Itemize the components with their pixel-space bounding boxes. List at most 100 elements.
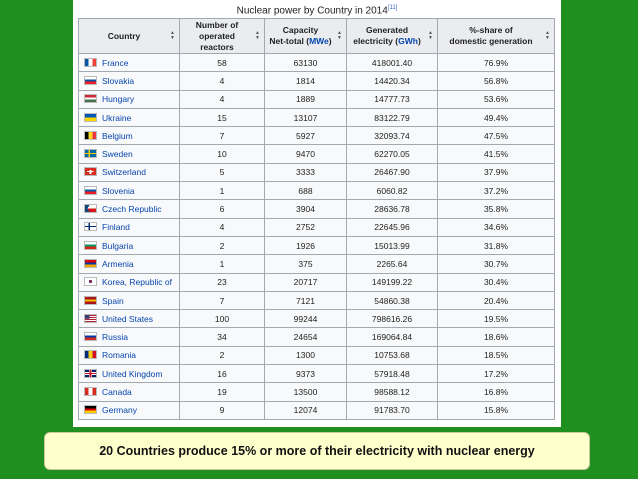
country-link[interactable]: United States: [102, 313, 154, 324]
country-link[interactable]: Germany: [102, 405, 137, 416]
share-cell: 18.5%: [437, 345, 555, 366]
table-row: Belgium 7 5927 32093.74 47.5%: [78, 126, 555, 146]
table-header: Country ▲ ▼ Number of operated reactors ▲ ▼ Cap…: [78, 18, 555, 54]
country-link[interactable]: France: [102, 57, 129, 68]
country-link[interactable]: Armenia: [102, 258, 134, 269]
country-link[interactable]: Switzerland: [102, 167, 146, 178]
country-link[interactable]: Slovenia: [102, 185, 135, 196]
generated-cell: 54860.38: [346, 290, 438, 311]
header-unit-link[interactable]: MWe: [309, 36, 329, 46]
capacity-cell: 3904: [264, 199, 347, 219]
table-body: France 58 63130 418001.40 76.9% Slovakia 4 1814…: [78, 52, 555, 420]
sort-icon[interactable]: ▲ ▼: [428, 30, 433, 41]
share-cell: 34.6%: [437, 217, 555, 237]
table-row: Armenia 1 375 2265.64 30.7%: [78, 254, 555, 274]
table-row: Czech Republic 6 3904 28636.78 35.8%: [78, 199, 555, 219]
capacity-cell: 13500: [264, 382, 347, 402]
table-row: Slovenia 1 688 6060.82 37.2%: [78, 181, 555, 201]
capacity-cell: 20717: [264, 272, 347, 292]
share-cell: 31.8%: [437, 235, 555, 256]
flag-icon: [84, 57, 97, 67]
country-link[interactable]: Finland: [102, 222, 130, 233]
generated-cell: 6060.82: [346, 181, 438, 201]
header-tail: ): [417, 36, 421, 46]
column-header[interactable]: Country ▲ ▼: [78, 18, 180, 54]
country-link[interactable]: Sweden: [102, 149, 133, 160]
country-cell: United Kingdom: [78, 364, 180, 384]
country-link[interactable]: Ukraine: [102, 112, 132, 123]
country-link[interactable]: Korea, Republic of: [102, 277, 172, 288]
table-row: Korea, Republic of 23 20717 149199.22 30.4%: [78, 272, 555, 292]
table-row: Spain 7 7121 54860.38 20.4%: [78, 290, 555, 311]
country-cell: Switzerland: [78, 162, 180, 183]
sort-icon[interactable]: ▲ ▼: [337, 30, 342, 41]
share-cell: 19.5%: [437, 309, 555, 329]
header-line1: Country: [107, 30, 141, 41]
country-cell: Finland: [78, 217, 180, 237]
header-line1: Generated: [365, 25, 409, 35]
country-link[interactable]: Czech Republic: [102, 204, 162, 215]
country-cell: Canada: [78, 382, 180, 402]
country-cell: Ukraine: [78, 107, 180, 128]
reactors-cell: 100: [179, 309, 265, 329]
table-row: Ukraine 15 13107 83122.79 49.4%: [78, 107, 555, 128]
generated-cell: 10753.68: [346, 345, 438, 366]
country-cell: Romania: [78, 345, 180, 366]
summary-banner: 20 Countries produce 15% or more of thei…: [44, 432, 590, 470]
column-header[interactable]: Generated electricity (GWh) ▲ ▼: [346, 18, 438, 54]
flag-icon: [84, 405, 97, 415]
country-link[interactable]: Slovakia: [102, 75, 135, 86]
capacity-cell: 99244: [264, 309, 347, 329]
reactors-cell: 58: [179, 52, 265, 73]
flag-icon: [84, 386, 97, 396]
header-unit-link[interactable]: GWh: [398, 36, 418, 46]
flag-icon: [84, 295, 97, 305]
capacity-cell: 1926: [264, 235, 347, 256]
column-header[interactable]: %-share of domestic generation ▲ ▼: [437, 18, 555, 54]
sort-icon[interactable]: ▲ ▼: [170, 30, 175, 41]
country-link[interactable]: Belgium: [102, 130, 133, 141]
country-link[interactable]: Canada: [102, 386, 132, 397]
reactors-cell: 34: [179, 327, 265, 347]
column-header[interactable]: Number of operated reactors ▲ ▼: [179, 18, 265, 54]
country-link[interactable]: Bulgaria: [102, 240, 134, 251]
country-cell: Slovenia: [78, 181, 180, 201]
generated-cell: 798616.26: [346, 309, 438, 329]
nuclear-power-table: Country ▲ ▼ Number of operated reactors ▲ ▼ Cap…: [78, 18, 555, 420]
caption-reference[interactable]: [11]: [387, 5, 398, 11]
sort-icon[interactable]: ▲ ▼: [545, 30, 550, 41]
flag-icon: [84, 149, 97, 159]
reactors-cell: 6: [179, 199, 265, 219]
table-row: Hungary 4 1889 14777.73 53.6%: [78, 89, 555, 109]
reactors-cell: 4: [179, 217, 265, 237]
share-cell: 15.8%: [437, 400, 555, 420]
flag-icon: [84, 277, 97, 287]
table-caption: Nuclear power by Country in 2014[11]: [73, 5, 561, 16]
flag-icon: [84, 313, 97, 323]
country-cell: Sweden: [78, 144, 180, 164]
capacity-cell: 5927: [264, 126, 347, 146]
capacity-cell: 1889: [264, 89, 347, 109]
generated-cell: 62270.05: [346, 144, 438, 164]
sort-icon[interactable]: ▲ ▼: [255, 30, 260, 41]
country-link[interactable]: Spain: [102, 295, 124, 306]
country-link[interactable]: United Kingdom: [102, 368, 163, 379]
capacity-cell: 688: [264, 181, 347, 201]
share-cell: 53.6%: [437, 89, 555, 109]
flag-icon: [84, 368, 97, 378]
country-link[interactable]: Romania: [102, 350, 137, 361]
generated-cell: 2265.64: [346, 254, 438, 274]
country-link[interactable]: Hungary: [102, 94, 135, 105]
country-cell: Korea, Republic of: [78, 272, 180, 292]
flag-icon: [84, 185, 97, 195]
column-header[interactable]: Capacity Net-total (MWe) ▲ ▼: [264, 18, 347, 54]
share-cell: 16.8%: [437, 382, 555, 402]
table-row: Germany 9 12074 91783.70 15.8%: [78, 400, 555, 420]
country-cell: Spain: [78, 290, 180, 311]
country-cell: Slovakia: [78, 71, 180, 91]
country-link[interactable]: Russia: [102, 332, 128, 343]
table-row: France 58 63130 418001.40 76.9%: [78, 52, 555, 73]
flag-icon: [84, 112, 97, 122]
reactors-cell: 9: [179, 400, 265, 420]
wiki-table-panel: Nuclear power by Country in 2014[11] Cou…: [73, 0, 561, 427]
